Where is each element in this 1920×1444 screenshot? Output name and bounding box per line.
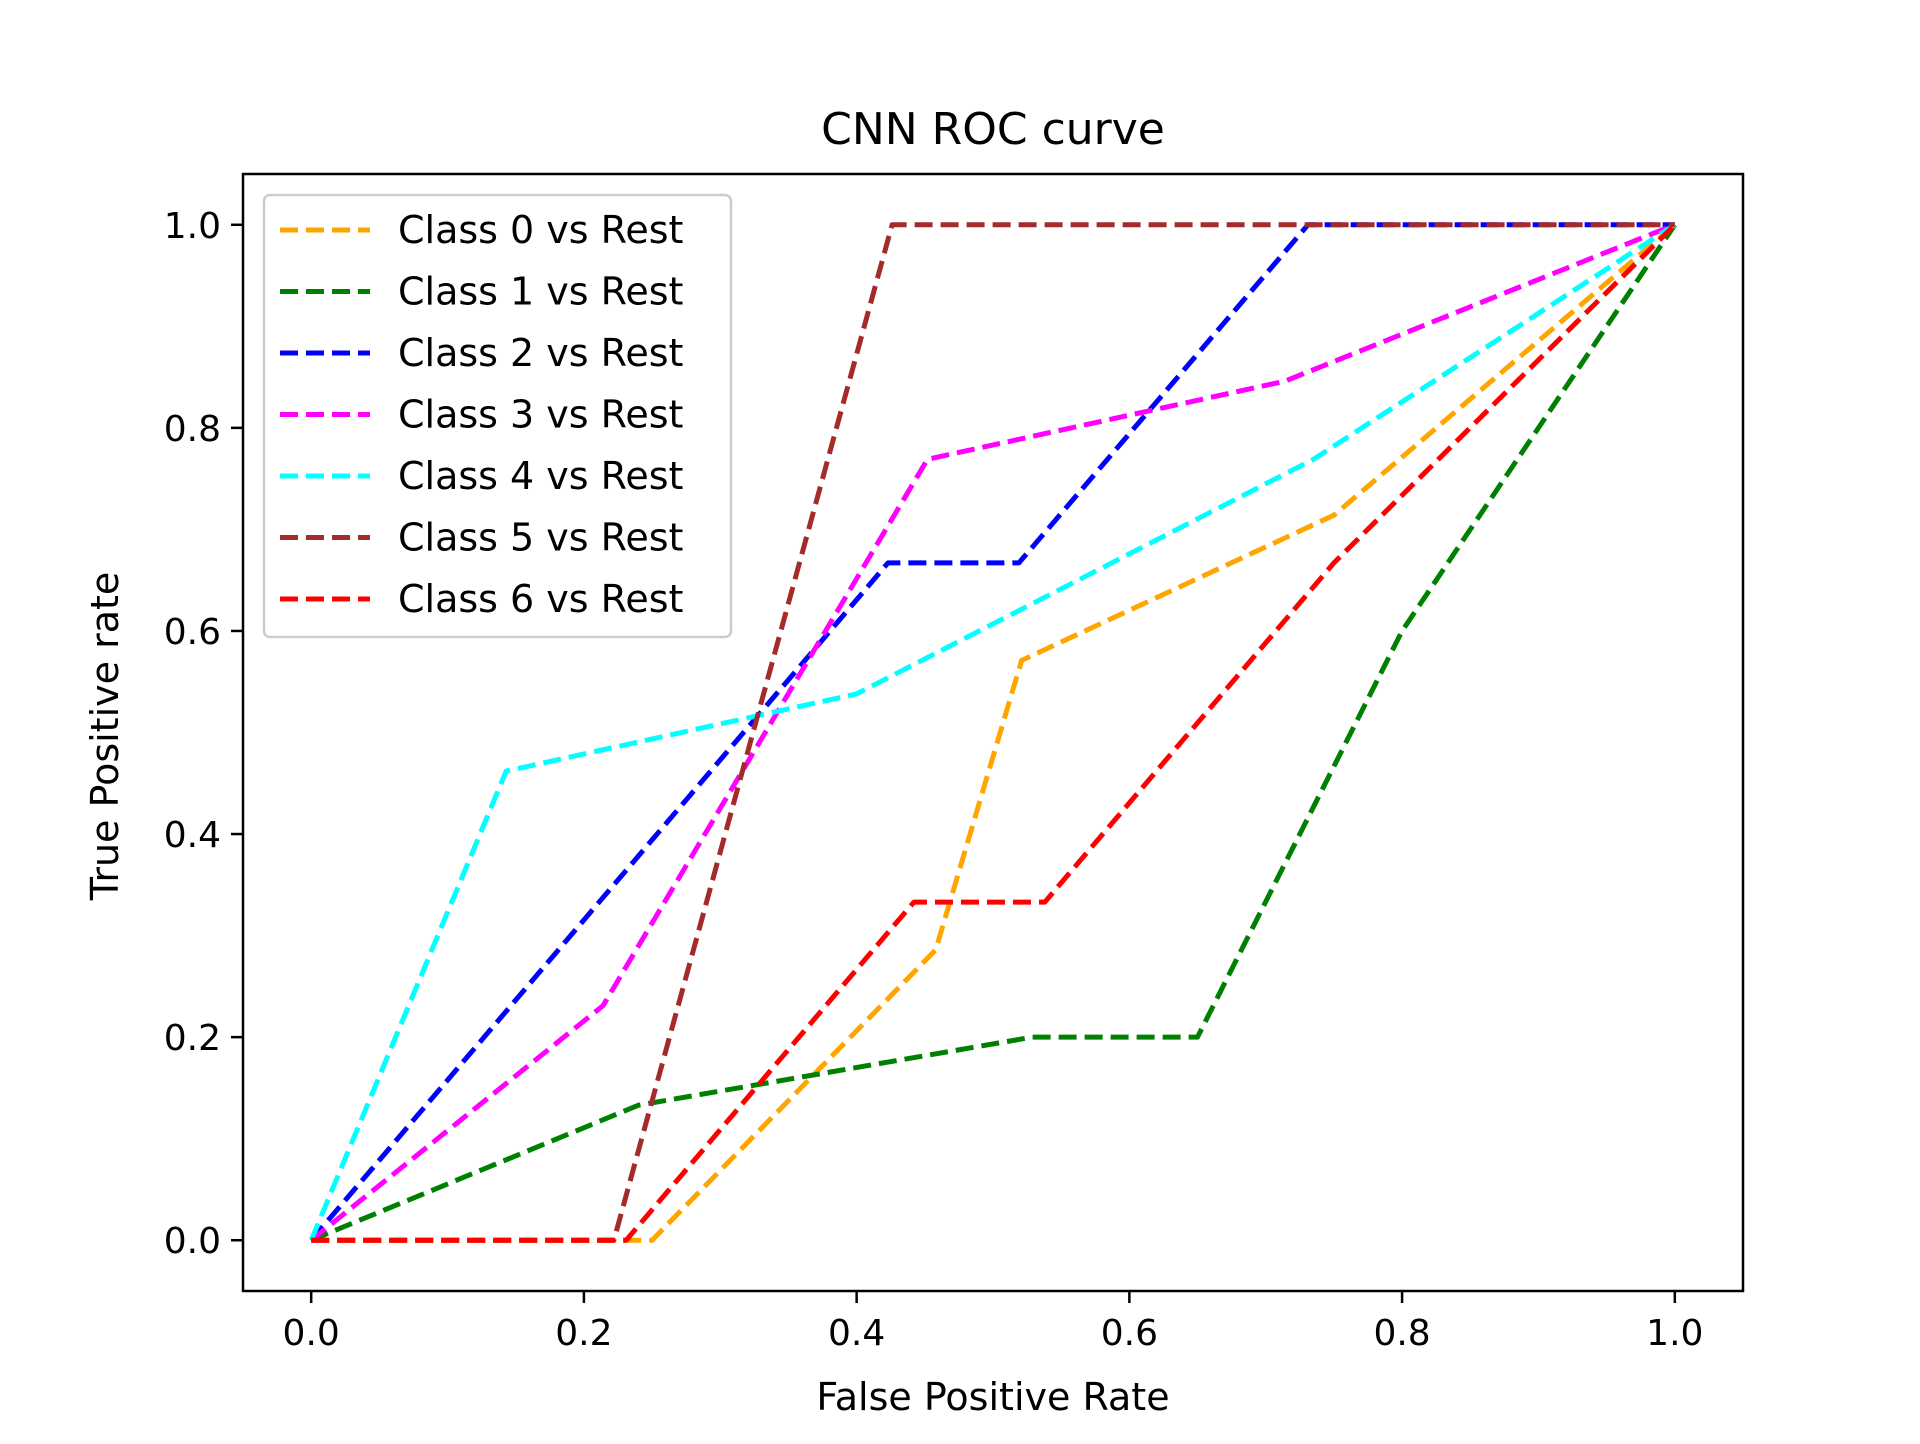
y-tick-label: 0.0 (164, 1221, 221, 1262)
legend-label: Class 0 vs Rest (398, 208, 683, 252)
legend-box (262, 193, 733, 639)
legend-label: Class 2 vs Rest (398, 331, 683, 375)
legend-label: Class 1 vs Rest (398, 270, 683, 314)
series-line-class-0 (311, 222, 1677, 1243)
x-tick-label: 0.8 (1373, 1313, 1430, 1354)
chart-title: CNN ROC curve (821, 104, 1165, 155)
series-line-class-6 (311, 223, 1677, 1243)
legend-label: Class 3 vs Rest (398, 393, 683, 437)
legend: Class 0 vs Rest Class 1 vs Rest Class 2 vs… (262, 193, 733, 639)
legend-entries: Class 0 vs Rest Class 1 vs Rest Class 2 vs… (280, 208, 683, 621)
legend-label: Class 6 vs Rest (398, 577, 683, 621)
x-tick-label: 1.0 (1646, 1313, 1703, 1354)
y-tick-label: 0.6 (164, 612, 221, 653)
x-tick-label: 0.0 (283, 1313, 340, 1354)
x-axis-label: False Positive Rate (816, 1375, 1169, 1419)
series-line-class-4 (308, 222, 1677, 1242)
legend-label: Class 4 vs Rest (398, 454, 683, 498)
x-tick-label: 0.4 (828, 1313, 885, 1354)
legend-label: Class 5 vs Rest (398, 516, 683, 560)
y-tick-label: 1.0 (164, 206, 221, 247)
x-tick-label: 0.6 (1101, 1313, 1158, 1354)
y-axis-label: True Positive rate (83, 572, 127, 902)
plot-frame (241, 172, 1745, 1293)
ticks-layer: 0.0 0.2 0.4 0.6 0.8 1.0 0.0 0.2 0.4 0.6 0.8 1.0 (164, 206, 1704, 1354)
y-tick-label: 0.2 (164, 1018, 221, 1059)
y-tick-label: 0.4 (164, 815, 221, 856)
series-line-class-2 (309, 222, 1675, 1242)
x-tick-label: 0.2 (555, 1313, 612, 1354)
series-line-class-5 (311, 222, 1675, 1243)
series-line-class-3 (309, 222, 1676, 1243)
series-layer (308, 222, 1677, 1243)
series-line-class-1 (310, 223, 1677, 1243)
y-tick-label: 0.8 (164, 409, 221, 450)
